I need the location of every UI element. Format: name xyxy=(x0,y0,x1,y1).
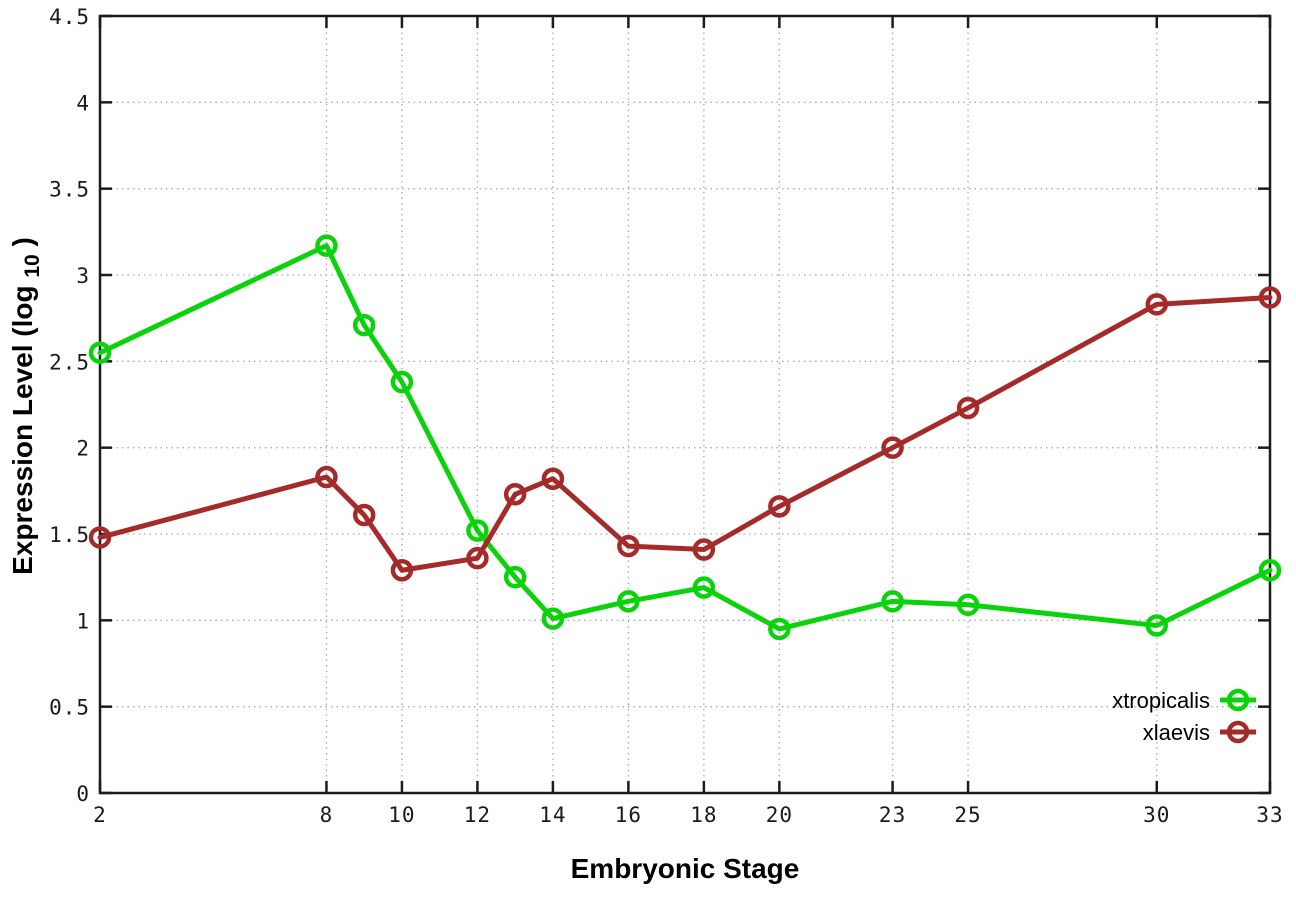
plot-border xyxy=(98,14,1272,795)
series-line-xlaevis xyxy=(97,294,1273,573)
series-point-xtropicalis xyxy=(1145,614,1169,637)
x-axis-title: Embryonic Stage xyxy=(571,853,800,884)
x-tick-label: 10 xyxy=(388,803,415,827)
plot-layer: 2 8 10 12 14 16 18 20 23 25 30 33 0 0.5 1 1.5 2 2.5 3 3.5 4 4… xyxy=(49,5,1283,827)
series-point-xtropicalis xyxy=(1258,559,1282,582)
y-tick-label: 2.5 xyxy=(49,350,90,374)
x-tick-label: 14 xyxy=(539,803,566,827)
y-tick-label: 1.5 xyxy=(49,523,90,547)
series-point-xlaevis xyxy=(1145,293,1169,316)
legend-label-xlaevis: xlaevis xyxy=(1143,720,1210,745)
legend-row-xtropicalis: xtropicalis xyxy=(1112,688,1256,713)
x-tick-label: 2 xyxy=(93,803,107,827)
x-tick-label: 8 xyxy=(320,803,334,827)
series-point-xtropicalis xyxy=(352,313,376,337)
y-axis-title-main: Expression Level (log xyxy=(7,285,38,574)
series-point-xlaevis xyxy=(315,465,338,489)
series-point-xlaevis xyxy=(466,546,489,570)
series-point-xlaevis xyxy=(390,559,414,582)
legend-marker-sample xyxy=(1226,720,1250,744)
x-tick-label: 16 xyxy=(615,803,642,827)
series-point-xlaevis xyxy=(692,538,716,561)
series-point-xtropicalis xyxy=(390,370,414,394)
y-axis-title-close: ) xyxy=(7,237,38,246)
series-point-xtropicalis xyxy=(88,341,112,364)
series-point-xtropicalis xyxy=(617,590,640,613)
y-tick-label: 3.5 xyxy=(49,178,90,202)
y-tick-label: 2 xyxy=(76,437,90,461)
series-point-xtropicalis xyxy=(692,576,716,599)
series-point-xtropicalis xyxy=(881,590,904,613)
series-point-xtropicalis xyxy=(956,593,980,617)
series-point-xlaevis xyxy=(88,526,112,549)
y-tick-label: 0.5 xyxy=(49,696,90,720)
y-axis-title-subscript: 10 xyxy=(21,254,44,277)
series-point-xlaevis xyxy=(768,495,791,518)
x-tick-label: 18 xyxy=(690,803,717,827)
legend-marker-sample xyxy=(1226,688,1250,712)
legend-label-xtropicalis: xtropicalis xyxy=(1112,688,1210,713)
y-tick-label: 4.5 xyxy=(49,5,90,29)
series-point-xtropicalis xyxy=(768,617,791,641)
series-point-xlaevis xyxy=(617,534,640,558)
series-point-xlaevis xyxy=(956,396,980,420)
series-point-xtropicalis xyxy=(503,565,527,589)
y-tick-label: 1 xyxy=(76,609,90,633)
x-tick-label: 30 xyxy=(1143,803,1170,827)
x-tick-label: 12 xyxy=(464,803,491,827)
series-point-xtropicalis xyxy=(315,234,338,257)
y-tick-label: 3 xyxy=(76,264,90,288)
x-tick-label: 33 xyxy=(1256,803,1283,827)
series-point-xlaevis xyxy=(352,503,376,527)
series-point-xtropicalis xyxy=(466,519,489,542)
y-axis-title: Expression Level (log 10 ) xyxy=(7,237,45,575)
x-tick-label: 25 xyxy=(954,803,981,827)
legend-row-xlaevis: xlaevis xyxy=(1143,720,1256,745)
series-line-xtropicalis xyxy=(97,243,1273,632)
y-tick-label: 0 xyxy=(76,782,90,806)
series-point-xlaevis xyxy=(503,483,527,506)
series-point-xlaevis xyxy=(881,436,904,459)
series-point-xlaevis xyxy=(541,467,565,490)
series-point-xtropicalis xyxy=(541,607,565,630)
legend: xtropicalis xlaevis xyxy=(1112,688,1256,745)
y-tick-label: 4 xyxy=(76,91,90,115)
x-tick-label: 20 xyxy=(766,803,793,827)
series-point-xlaevis xyxy=(1258,286,1282,309)
x-tick-label: 23 xyxy=(879,803,906,827)
